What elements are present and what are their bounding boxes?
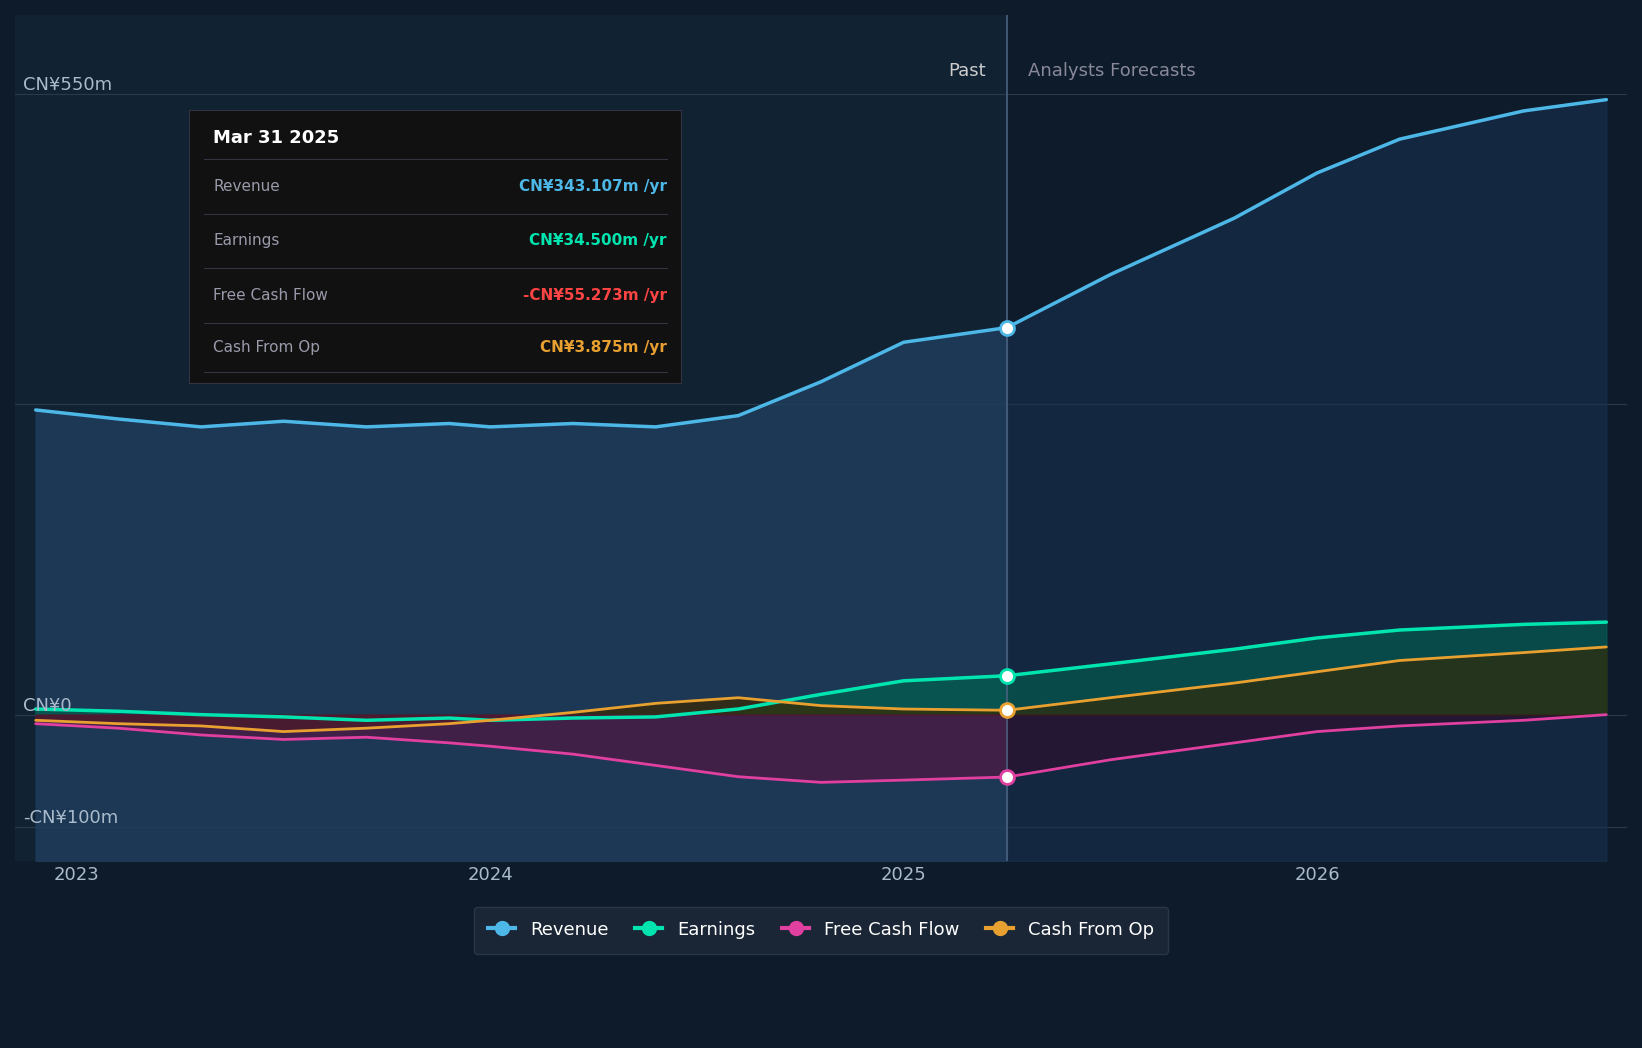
Legend: Revenue, Earnings, Free Cash Flow, Cash From Op: Revenue, Earnings, Free Cash Flow, Cash … [475,907,1167,954]
Text: Earnings: Earnings [213,234,279,248]
Text: CN¥3.875m /yr: CN¥3.875m /yr [540,340,667,354]
Text: Mar 31 2025: Mar 31 2025 [213,129,340,147]
Text: Free Cash Flow: Free Cash Flow [213,288,328,303]
Text: CN¥0: CN¥0 [23,697,72,715]
Text: CN¥34.500m /yr: CN¥34.500m /yr [529,234,667,248]
Text: -CN¥55.273m /yr: -CN¥55.273m /yr [522,288,667,303]
Text: Cash From Op: Cash From Op [213,340,320,354]
Text: CN¥343.107m /yr: CN¥343.107m /yr [519,179,667,194]
Text: Past: Past [949,63,987,81]
Text: CN¥550m: CN¥550m [23,77,112,94]
Text: Analysts Forecasts: Analysts Forecasts [1028,63,1195,81]
Text: Revenue: Revenue [213,179,281,194]
Bar [15,15,1007,861]
Text: -CN¥100m: -CN¥100m [23,809,118,828]
Bar [1007,15,1627,861]
